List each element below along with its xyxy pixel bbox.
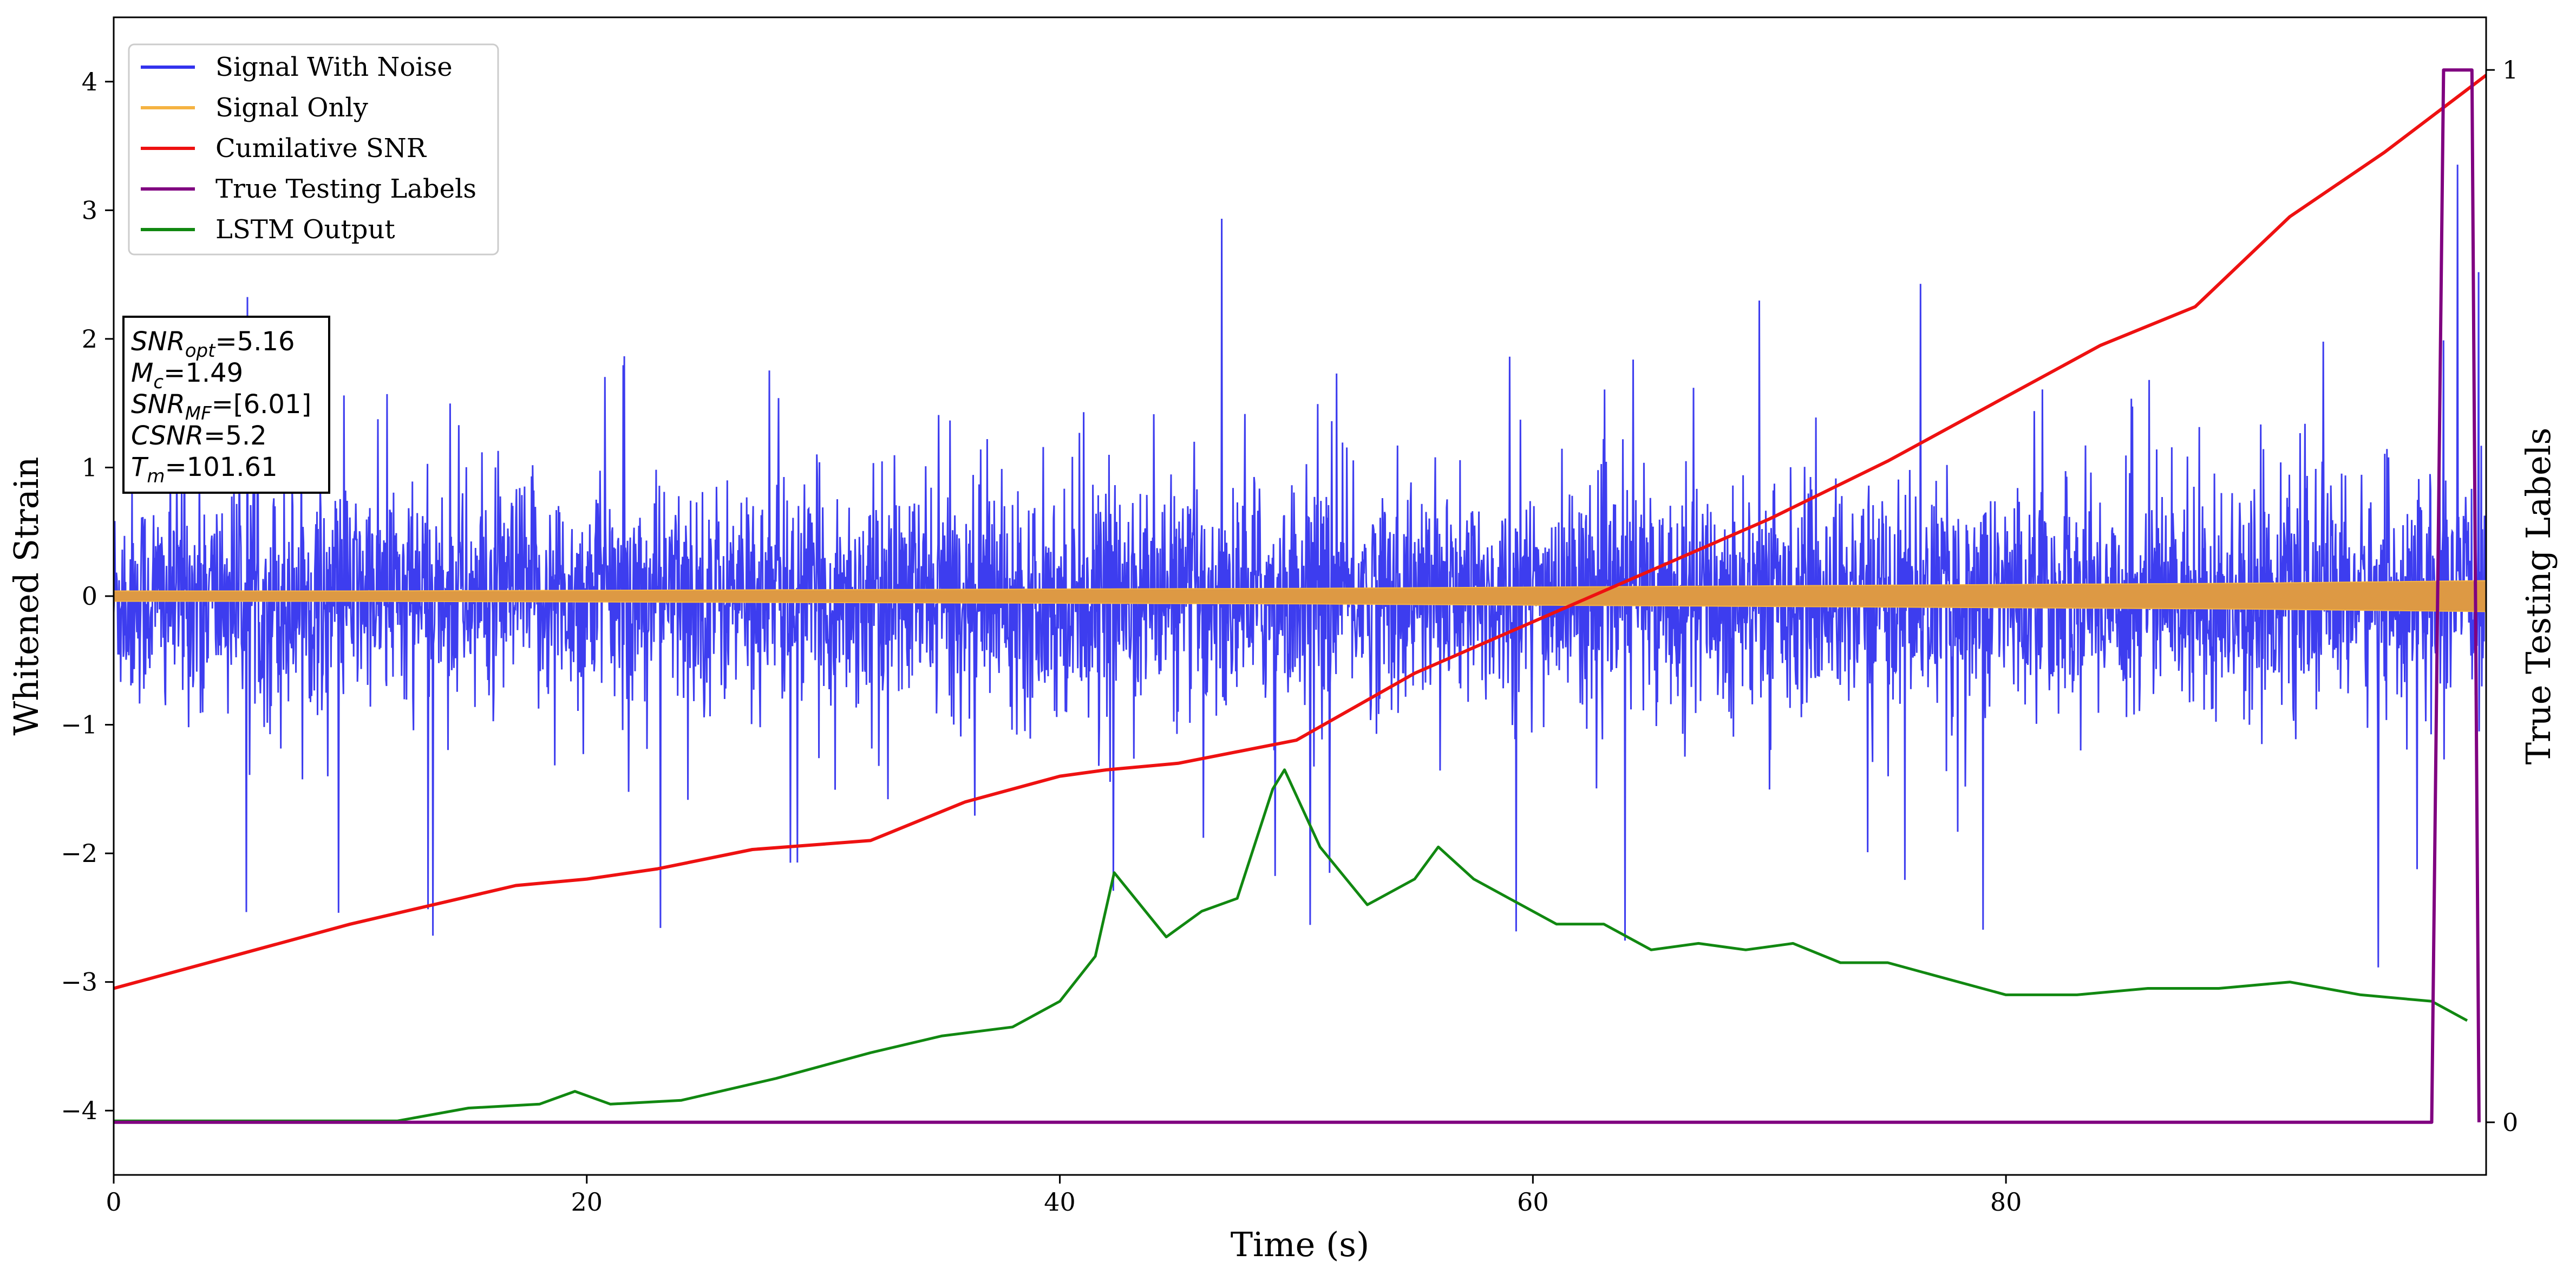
y-axis-label: Whitened Strain bbox=[6, 457, 46, 736]
legend-label: LSTM Output bbox=[215, 214, 395, 245]
y-tick-label: −2 bbox=[61, 839, 97, 868]
y2-tick-label: 1 bbox=[2502, 55, 2518, 84]
y-tick-label: 3 bbox=[82, 195, 97, 225]
legend-frame bbox=[128, 43, 499, 256]
annotation-line: Mc=1.49 bbox=[131, 358, 243, 393]
legend-label: Cumilative SNR bbox=[215, 133, 427, 164]
y-axis: −4 −3 −2 −1 0 1 2 3 4 bbox=[61, 67, 114, 1125]
legend: Signal With Noise Signal Only Cumilative S… bbox=[128, 43, 499, 256]
legend-label: True Testing Labels bbox=[215, 174, 476, 204]
annotation-frame bbox=[122, 316, 330, 494]
x-tick-label: 60 bbox=[1517, 1187, 1549, 1217]
x-axis-label: Time (s) bbox=[1231, 1225, 1370, 1264]
annotation-line: Tm=101.61 bbox=[131, 452, 278, 487]
y-tick-label: 4 bbox=[82, 67, 97, 96]
y2-tick-label: 0 bbox=[2502, 1108, 2518, 1137]
x-tick-label: 80 bbox=[1990, 1187, 2022, 1217]
legend-label: Signal With Noise bbox=[215, 52, 453, 82]
series-cumulative-snr bbox=[114, 74, 2486, 990]
x-tick-label: 20 bbox=[571, 1187, 603, 1217]
y2-axis-label: True Testing Labels bbox=[2519, 428, 2558, 765]
series-signal-with-noise bbox=[114, 165, 2486, 968]
y2-axis: 01 bbox=[2486, 55, 2518, 1137]
y-tick-label: −4 bbox=[61, 1096, 97, 1125]
series-signal-only bbox=[114, 580, 2486, 612]
y-tick-label: 1 bbox=[82, 453, 97, 482]
annotation-line: SNRopt=5.16 bbox=[131, 326, 295, 362]
x-tick-label: 40 bbox=[1044, 1187, 1076, 1217]
annotation-line: CSNR=5.2 bbox=[131, 421, 267, 451]
series-true-testing-labels bbox=[114, 68, 2481, 1124]
annotation-box: SNRopt=5.16Mc=1.49SNRMF=[6.01]CSNR=5.2Tm… bbox=[122, 316, 330, 494]
annotation-line: SNRMF=[6.01] bbox=[131, 389, 311, 424]
plot-area bbox=[114, 68, 2486, 1124]
x-tick-label: 0 bbox=[106, 1187, 121, 1217]
y-tick-label: 0 bbox=[82, 582, 97, 611]
x-axis: 0 20 40 60 80 bbox=[106, 1175, 2022, 1217]
y-tick-label: −1 bbox=[61, 710, 97, 740]
series-lstm-output bbox=[114, 768, 2468, 1122]
y-tick-label: −3 bbox=[61, 968, 97, 997]
legend-label: Signal Only bbox=[215, 93, 368, 123]
y-tick-label: 2 bbox=[82, 324, 97, 354]
